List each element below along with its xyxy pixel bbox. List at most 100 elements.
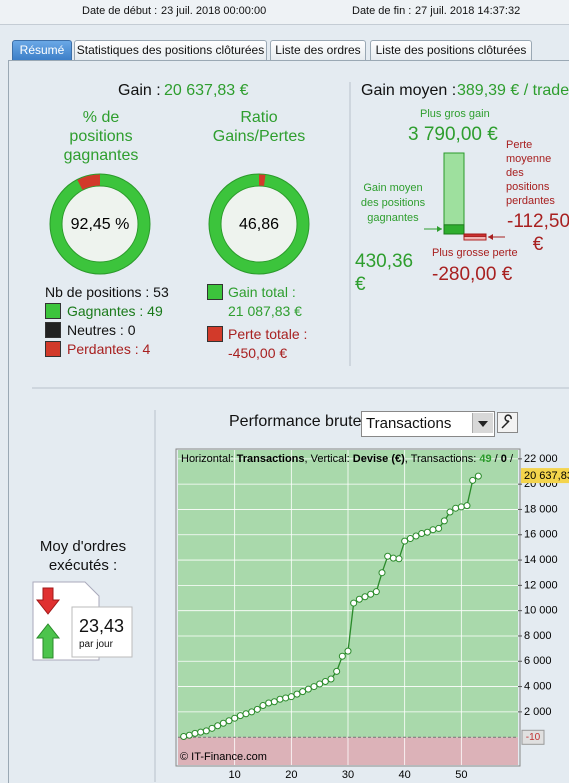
legend-swatch	[207, 284, 223, 300]
positions-winning: Gagnantes : 49	[67, 303, 163, 319]
extreme-bar	[443, 152, 465, 235]
gain-total-label: Gain total :	[228, 284, 296, 300]
end-label: Date de fin :	[352, 5, 412, 17]
point	[418, 529, 426, 537]
current-label: 20 637,83	[524, 470, 569, 482]
dropdown-button[interactable]	[472, 413, 493, 433]
point	[372, 588, 380, 596]
reference-label: -10	[526, 732, 541, 743]
legend-swatch	[45, 303, 61, 319]
point	[259, 702, 267, 710]
point	[231, 714, 239, 722]
legend-swatch	[45, 341, 61, 357]
point	[287, 693, 295, 701]
start-value: 23 juil. 2018 00:00:00	[161, 5, 267, 17]
panel	[8, 60, 569, 783]
point	[457, 503, 465, 511]
point	[208, 724, 216, 732]
point	[350, 599, 358, 607]
point	[276, 695, 284, 703]
legend-swatch	[45, 322, 61, 338]
avg-loss: -112,50 €	[507, 211, 569, 255]
point	[384, 552, 392, 560]
wrench-icon	[501, 414, 512, 429]
tab[interactable]: Liste des ordres	[270, 40, 366, 60]
point	[367, 590, 375, 598]
point	[395, 555, 403, 563]
y-tick-label: 6 000	[524, 655, 552, 667]
max-loss: -280,00 €	[432, 264, 513, 285]
point	[338, 652, 346, 660]
info-part: Devise (€)	[353, 453, 405, 465]
point	[469, 476, 477, 484]
top-bar	[0, 0, 569, 25]
point	[474, 472, 482, 480]
gain-total: 21 087,83 €	[228, 303, 302, 319]
point	[197, 728, 205, 736]
arrow-head	[488, 234, 493, 240]
chart-info: Horizontal: Transactions, Vertical: Devi…	[181, 453, 514, 465]
point	[435, 524, 443, 532]
x-tick-label: 50	[455, 769, 467, 781]
reference-box	[521, 729, 545, 745]
end-value: 27 juil. 2018 14:37:32	[415, 5, 521, 17]
y-tick-label: 8 000	[524, 630, 552, 642]
point	[344, 647, 352, 655]
point	[355, 595, 363, 603]
point	[270, 698, 278, 706]
dropdown-arrow	[478, 421, 488, 427]
orders-label: Moy d'ordres exécutés :	[39, 538, 127, 574]
info-part: , Transactions:	[405, 453, 480, 465]
point	[202, 727, 210, 735]
positions-neutral: Neutres : 0	[67, 322, 136, 338]
x-tick-label: 10	[229, 769, 241, 781]
point	[452, 504, 460, 512]
point	[440, 517, 448, 525]
y-tick-label: 22 000	[524, 453, 558, 465]
point	[236, 712, 244, 720]
y-tick-label: 14 000	[524, 554, 558, 566]
average-value: 389,39 € / trade	[457, 82, 569, 99]
loss-total-label: Perte totale :	[228, 326, 308, 342]
info-part: 0	[501, 453, 507, 465]
mode-dropdown[interactable]: Transactions	[361, 411, 495, 437]
y-tick-label: 16 000	[524, 529, 558, 541]
tab[interactable]: Statistiques des positions clôturées	[74, 40, 267, 60]
point	[299, 688, 307, 696]
avg-loss-label: Perte moyenne des positions perdantes	[506, 139, 555, 207]
info-part: Horizontal:	[181, 453, 237, 465]
orders-box	[71, 606, 133, 658]
extreme-bar	[463, 233, 487, 237]
y-tick-label: 10 000	[524, 605, 558, 617]
orders-value: 23,43	[79, 616, 125, 636]
point	[429, 526, 437, 534]
chart-frame	[175, 448, 521, 767]
y-tick-label: 2 000	[524, 706, 552, 718]
point	[242, 710, 250, 718]
point	[185, 731, 193, 739]
point	[446, 508, 454, 516]
point	[361, 593, 369, 601]
tab[interactable]: Liste des positions clôturées	[370, 40, 532, 60]
max-gain-label: Plus gros gain	[420, 108, 490, 120]
legend-swatch	[207, 326, 223, 342]
point	[214, 722, 222, 730]
donut-inner	[220, 185, 298, 263]
info-part: 49	[479, 453, 491, 465]
positions-losing: Perdantes : 4	[67, 341, 151, 357]
tab[interactable]: Résumé	[12, 40, 72, 60]
point	[406, 535, 414, 543]
point	[293, 690, 301, 698]
gain-label: Gain :	[118, 82, 161, 99]
settings-button[interactable]	[497, 412, 518, 433]
point	[327, 675, 335, 683]
loss-total: -450,00 €	[228, 345, 288, 361]
point	[191, 729, 199, 737]
positions-total: Nb de positions : 53	[45, 284, 169, 300]
gain-value: 20 637,83 €	[164, 82, 249, 99]
donut-label: 46,86	[239, 216, 279, 233]
donut-inner	[61, 185, 139, 263]
avg-gain-label: Gain moyen des positions gagnantes	[360, 182, 426, 224]
point	[225, 717, 233, 725]
